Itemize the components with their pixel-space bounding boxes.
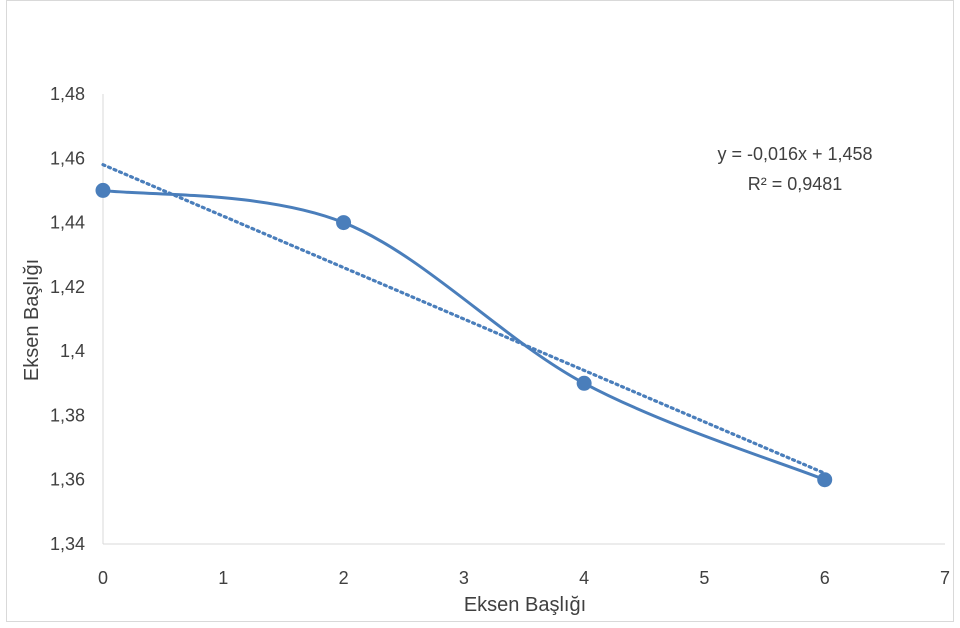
annotation-layer: y = -0,016x + 1,458 R² = 0,9481	[717, 144, 872, 194]
x-axis-title: Eksen Başlığı	[464, 594, 586, 616]
y-tick-label: 1,34	[50, 534, 85, 554]
y-tick-label: 1,42	[50, 277, 85, 297]
x-tick-label: 4	[579, 568, 589, 588]
y-axis-title: Eksen Başlığı	[21, 259, 43, 381]
y-tick-label: 1,4	[60, 341, 85, 361]
x-tick-label: 6	[820, 568, 830, 588]
series-line	[102, 188, 826, 482]
y-tick-label: 1,48	[50, 84, 85, 104]
x-tick-label: 5	[699, 568, 709, 588]
x-tick-label: 1	[218, 568, 228, 588]
axes	[102, 94, 945, 545]
y-tick-label: 1,38	[50, 405, 85, 425]
trendline	[101, 163, 827, 475]
y-tick-label: 1,44	[50, 213, 85, 233]
data-point	[95, 182, 111, 198]
y-tick-labels: 1,34 1,36 1,38 1,4 1,42 1,44 1,46 1,48	[50, 84, 85, 554]
x-tick-label: 7	[940, 568, 950, 588]
x-tick-label: 3	[459, 568, 469, 588]
data-point	[336, 215, 352, 231]
series-layer	[95, 182, 833, 488]
y-tick-label: 1,46	[50, 148, 85, 168]
trendline-r-squared: R² = 0,9481	[748, 174, 843, 194]
data-point	[576, 375, 592, 391]
data-point	[817, 472, 833, 488]
trendline-layer	[101, 163, 827, 475]
x-tick-labels: 0 1 2 3 4 5 6 7	[98, 568, 950, 588]
y-tick-label: 1,36	[50, 470, 85, 490]
x-tick-label: 0	[98, 568, 108, 588]
x-tick-label: 2	[339, 568, 349, 588]
trendline-equation: y = -0,016x + 1,458	[717, 144, 872, 164]
